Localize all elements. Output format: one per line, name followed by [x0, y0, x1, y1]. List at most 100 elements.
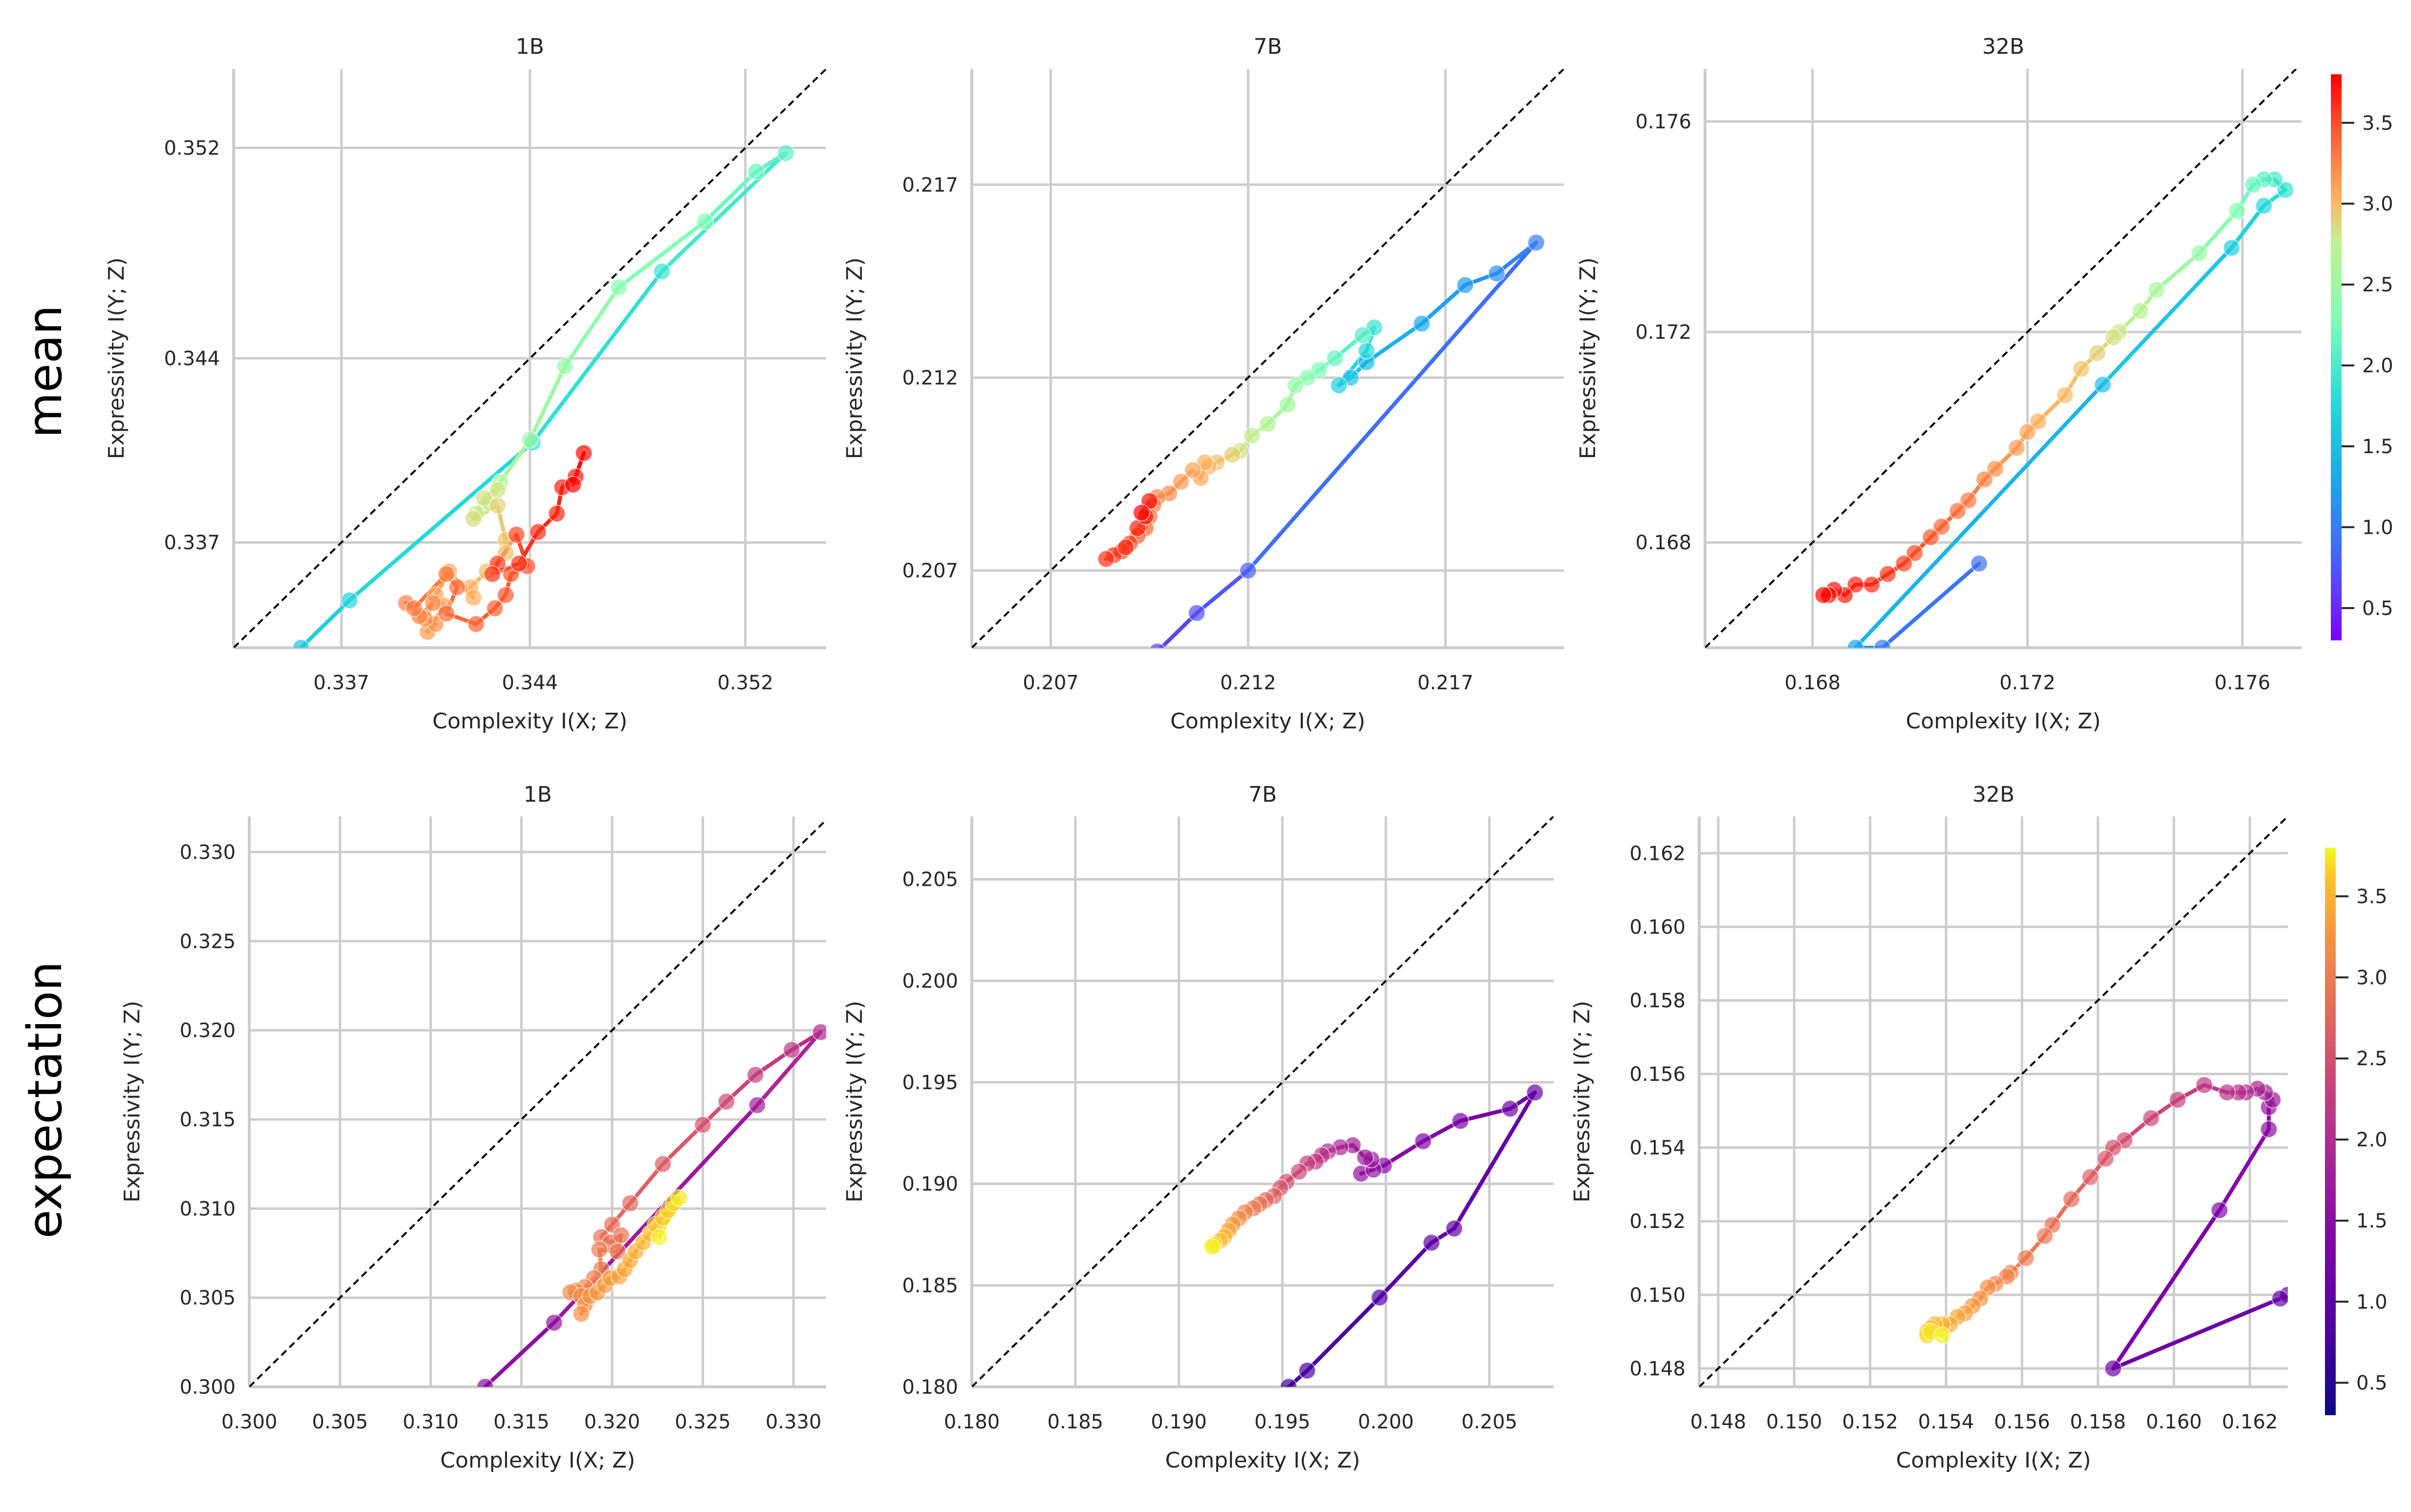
diagonal-reference-line: [972, 816, 1554, 1387]
data-point: [1527, 234, 1545, 252]
y-tick-label: 0.205: [902, 869, 958, 891]
x-tick-label: 0.330: [766, 1411, 822, 1433]
data-point: [2255, 197, 2273, 215]
data-point: [464, 589, 482, 607]
data-point: [2169, 1091, 2187, 1109]
data-point: [2072, 360, 2090, 378]
x-tick-label: 0.172: [1999, 672, 2056, 694]
y-tick-label: 0.344: [164, 348, 220, 370]
x-tick-label: 0.320: [584, 1411, 640, 1433]
data-point: [670, 1189, 688, 1207]
x-tick-label: 0.185: [1047, 1411, 1103, 1433]
colorbar-rainbow: 0.5 1.0 1.5 2.0 2.5 3.0 3.5: [2331, 74, 2393, 640]
data-point: [1975, 470, 1994, 488]
trajectory-segment: [2230, 203, 2266, 250]
panel-title: 7B: [1253, 34, 1282, 59]
data-point: [475, 489, 493, 507]
trajectory-segment: [530, 269, 664, 445]
data-point: [2148, 281, 2166, 299]
data-point: [2018, 423, 2037, 441]
data-point: [2088, 344, 2106, 362]
trajectory-segment: [703, 169, 758, 224]
data-point: [1932, 518, 1951, 536]
trajectory-segment: [1246, 241, 1538, 573]
data-point: [1814, 586, 1832, 604]
panel-mean-32B: 0.168 0.172 0.176 0.168 0.172 0.176 32B Complex…: [1576, 34, 2301, 734]
trajectory-segment: [299, 598, 351, 648]
y-tick-label: 0.190: [902, 1173, 958, 1196]
colorbar-tick-label: 2.5: [2362, 274, 2393, 296]
data-point: [612, 1227, 630, 1245]
data-point: [2056, 386, 2074, 404]
x-tick-label: 0.190: [1151, 1411, 1207, 1433]
data-point: [464, 510, 482, 528]
data-point: [650, 1228, 668, 1246]
trajectory-segment: [1452, 1090, 1537, 1231]
y-tick-label: 0.315: [179, 1109, 236, 1131]
colorbar-gradient: [2325, 848, 2336, 1415]
data-point: [1922, 528, 1940, 546]
x-tick-label: 0.207: [1023, 672, 1079, 694]
data-point: [1203, 1238, 1221, 1256]
x-tick-label: 0.180: [944, 1411, 1000, 1433]
trajectory-segment: [755, 1030, 823, 1107]
data-point: [1423, 1234, 1441, 1252]
data-point: [1873, 639, 1891, 648]
y-tick-label: 0.320: [179, 1020, 236, 1042]
y-tick-label: 0.158: [1629, 989, 1686, 1012]
trajectory-segment: [2154, 251, 2202, 292]
x-tick-label: 0.162: [2222, 1411, 2278, 1433]
x-tick-label: 0.156: [1994, 1411, 2050, 1433]
x-tick-label: 0.158: [2070, 1411, 2126, 1433]
panel-title: 32B: [1982, 34, 2024, 59]
x-axis-label: Complexity I(X; Z): [433, 709, 628, 734]
data-point: [1326, 350, 1344, 367]
data-point: [497, 586, 515, 604]
data-point: [1358, 342, 1376, 360]
trajectory-segment: [616, 219, 707, 289]
data-point: [811, 1023, 826, 1041]
diagonal-reference-line: [1705, 69, 2297, 648]
trajectory-segment: [659, 151, 788, 274]
data-point: [1133, 504, 1151, 522]
y-axis-label: Expressivity I(Y; Z): [1570, 1001, 1595, 1203]
data-point: [1243, 426, 1261, 444]
data-point: [1330, 376, 1348, 394]
y-tick-label: 0.337: [164, 532, 220, 554]
data-point: [2191, 244, 2209, 262]
trajectory: [292, 144, 795, 648]
y-axis-label: Expressivity I(Y; Z): [1576, 258, 1600, 460]
data-point: [1117, 538, 1135, 556]
trajectory-segment: [347, 440, 535, 603]
y-tick-label: 0.160: [1629, 916, 1686, 939]
x-tick-label: 0.152: [1842, 1411, 1898, 1433]
data-point: [1298, 1361, 1316, 1380]
data-point: [448, 578, 466, 596]
data-point: [510, 554, 528, 572]
colorbar-tick-label: 1.0: [2356, 1291, 2388, 1314]
data-point: [545, 1314, 563, 1332]
data-point: [1933, 1326, 1951, 1344]
data-point: [1986, 460, 2004, 478]
trajectory: [1918, 1076, 2288, 1378]
trajectory-segment: [2217, 1127, 2271, 1212]
data-point: [2277, 181, 2295, 199]
trajectory-segment: [1420, 283, 1468, 326]
data-point: [1895, 554, 1913, 572]
data-point: [1906, 544, 1924, 562]
trajectory-segment: [661, 1122, 705, 1166]
y-tick-label: 0.305: [179, 1287, 236, 1310]
data-point: [507, 526, 526, 544]
x-tick-label: 0.352: [717, 672, 773, 694]
data-point: [783, 1041, 801, 1059]
trajectory: [1203, 1083, 1544, 1387]
data-point: [2218, 1083, 2236, 1101]
data-point: [2094, 375, 2112, 394]
colorbar-tick-label: 3.0: [2356, 966, 2388, 989]
x-axis-label: Complexity I(X; Z): [1896, 1448, 2091, 1473]
y-tick-label: 0.330: [179, 841, 236, 864]
trajectory-segment: [483, 1320, 556, 1387]
x-axis-label: Complexity I(X; Z): [1906, 709, 2101, 734]
data-point: [1239, 562, 1257, 580]
